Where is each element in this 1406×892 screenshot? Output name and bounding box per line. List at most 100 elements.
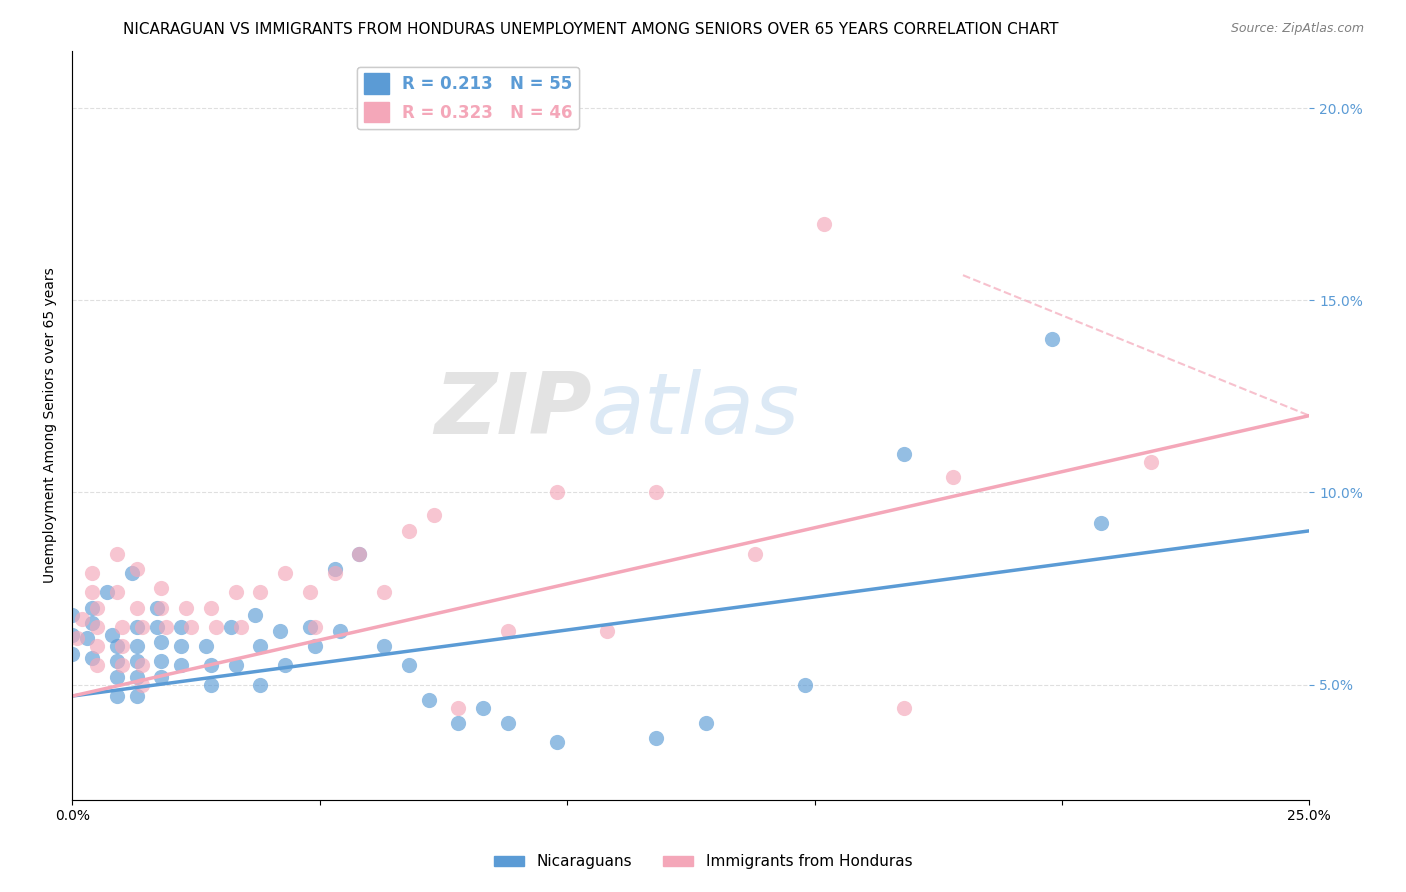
- Point: [60, 627, 83, 641]
- Point: [60, 647, 83, 661]
- Point: [249, 585, 271, 599]
- Point: [225, 585, 247, 599]
- Point: [249, 677, 271, 691]
- Point: [813, 217, 835, 231]
- Point: [304, 620, 326, 634]
- Point: [323, 562, 346, 576]
- Point: [200, 677, 222, 691]
- Point: [76, 632, 98, 646]
- Point: [304, 639, 326, 653]
- Point: [298, 620, 321, 634]
- Point: [111, 639, 134, 653]
- Point: [105, 689, 128, 703]
- Point: [125, 620, 148, 634]
- Point: [131, 658, 153, 673]
- Point: [447, 715, 470, 730]
- Point: [150, 582, 173, 596]
- Point: [349, 547, 371, 561]
- Text: NICARAGUAN VS IMMIGRANTS FROM HONDURAS UNEMPLOYMENT AMONG SENIORS OVER 65 YEARS : NICARAGUAN VS IMMIGRANTS FROM HONDURAS U…: [122, 22, 1059, 37]
- Point: [170, 620, 193, 634]
- Point: [274, 566, 297, 581]
- Point: [793, 677, 815, 691]
- Point: [893, 700, 915, 714]
- Point: [131, 620, 153, 634]
- Point: [373, 639, 395, 653]
- Point: [125, 655, 148, 669]
- Point: [269, 624, 291, 638]
- Point: [245, 608, 267, 623]
- Point: [546, 735, 568, 749]
- Point: [82, 650, 104, 665]
- Point: [145, 600, 167, 615]
- Point: [82, 566, 104, 581]
- Point: [329, 624, 352, 638]
- Point: [170, 639, 193, 653]
- Point: [546, 485, 568, 500]
- Point: [1040, 332, 1063, 346]
- Point: [121, 566, 143, 581]
- Point: [229, 620, 252, 634]
- Point: [349, 547, 371, 561]
- Point: [105, 655, 128, 669]
- Point: [155, 620, 177, 634]
- Point: [174, 600, 197, 615]
- Point: [105, 639, 128, 653]
- Point: [125, 639, 148, 653]
- Point: [180, 620, 202, 634]
- Point: [274, 658, 297, 673]
- Point: [200, 658, 222, 673]
- Point: [472, 700, 495, 714]
- Point: [111, 658, 134, 673]
- Point: [398, 658, 420, 673]
- Point: [695, 715, 717, 730]
- Text: ZIP: ZIP: [434, 368, 592, 451]
- Point: [96, 585, 118, 599]
- Text: Source: ZipAtlas.com: Source: ZipAtlas.com: [1230, 22, 1364, 36]
- Point: [101, 627, 124, 641]
- Text: atlas: atlas: [592, 368, 800, 451]
- Point: [82, 615, 104, 630]
- Point: [205, 620, 228, 634]
- Point: [72, 612, 94, 626]
- Point: [200, 600, 222, 615]
- Point: [418, 693, 440, 707]
- Point: [111, 620, 134, 634]
- Point: [398, 524, 420, 538]
- Point: [645, 485, 668, 500]
- Point: [86, 620, 108, 634]
- Point: [298, 585, 321, 599]
- Point: [447, 700, 470, 714]
- Point: [150, 635, 173, 649]
- Point: [105, 585, 128, 599]
- Point: [82, 600, 104, 615]
- Point: [105, 670, 128, 684]
- Point: [249, 639, 271, 653]
- Point: [125, 562, 148, 576]
- Point: [105, 547, 128, 561]
- Point: [145, 620, 167, 634]
- Point: [373, 585, 395, 599]
- Point: [131, 677, 153, 691]
- Point: [125, 670, 148, 684]
- Point: [86, 639, 108, 653]
- Point: [596, 624, 619, 638]
- Point: [170, 658, 193, 673]
- Point: [1090, 516, 1112, 531]
- Point: [150, 600, 173, 615]
- Point: [195, 639, 218, 653]
- Point: [60, 608, 83, 623]
- Point: [225, 658, 247, 673]
- Point: [496, 624, 519, 638]
- Point: [893, 447, 915, 461]
- Legend: R = 0.213   N = 55, R = 0.323   N = 46: R = 0.213 N = 55, R = 0.323 N = 46: [357, 67, 579, 128]
- Point: [645, 731, 668, 746]
- Point: [744, 547, 766, 561]
- Point: [496, 715, 519, 730]
- Point: [942, 470, 965, 484]
- Point: [422, 508, 444, 523]
- Point: [125, 689, 148, 703]
- Legend: Nicaraguans, Immigrants from Honduras: Nicaraguans, Immigrants from Honduras: [488, 848, 918, 875]
- Point: [82, 585, 104, 599]
- Point: [66, 632, 89, 646]
- Point: [86, 600, 108, 615]
